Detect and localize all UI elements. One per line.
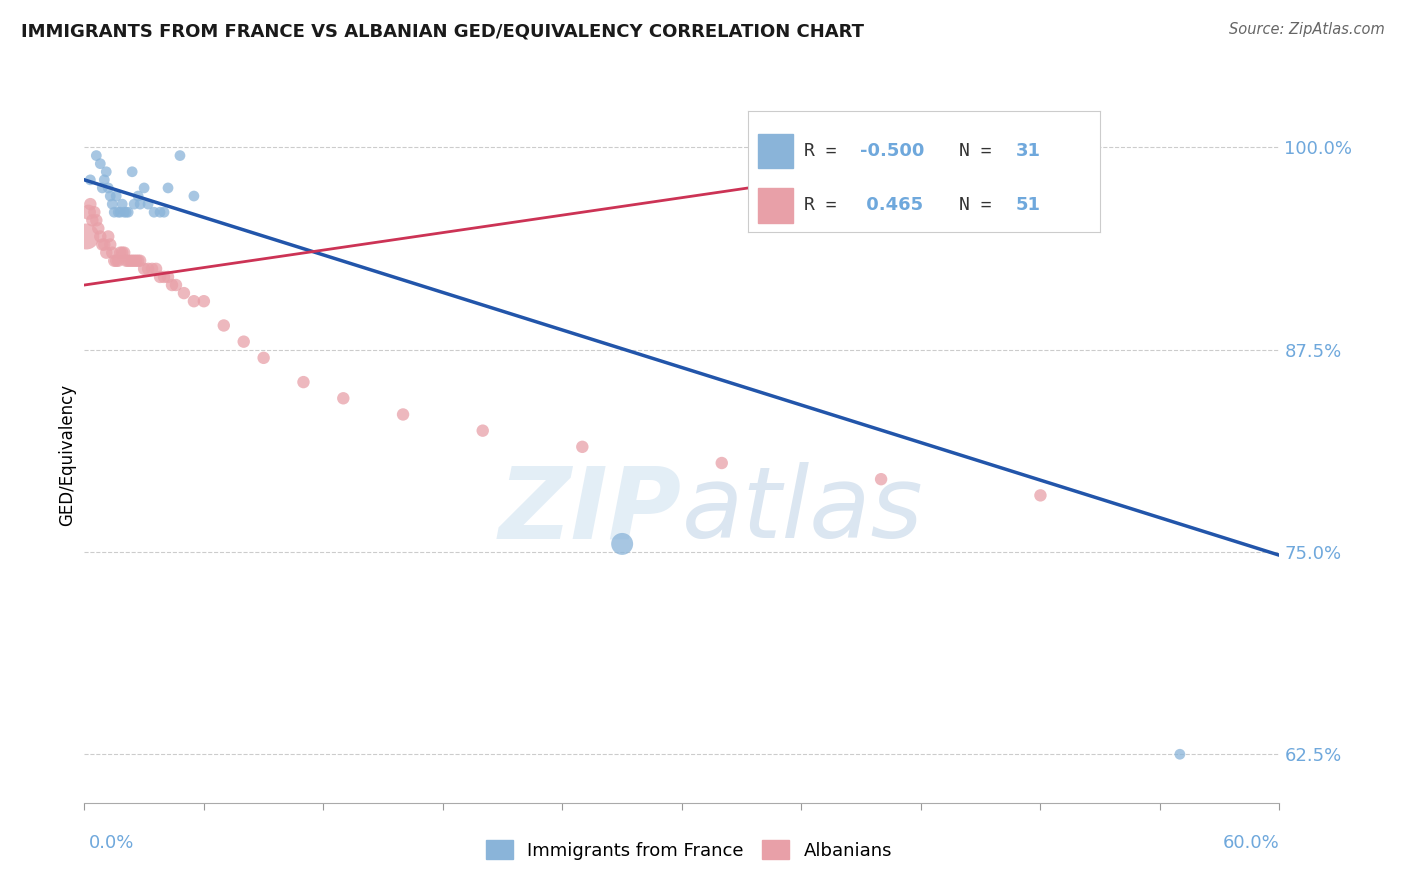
Point [87, 221, 110, 235]
Point [112, 205, 135, 219]
Point [571, 440, 593, 454]
Point [165, 278, 187, 293]
Point [91, 181, 114, 195]
Point [212, 318, 235, 333]
Point [145, 261, 167, 276]
Point [93, 237, 115, 252]
Point [83, 205, 105, 219]
Legend: Immigrants from France, Albanians: Immigrants from France, Albanians [478, 833, 900, 867]
Point [79, 173, 101, 187]
Y-axis label: GED/Equivalency: GED/Equivalency [58, 384, 76, 526]
Point [157, 269, 180, 284]
Point [111, 245, 134, 260]
Point [132, 261, 156, 276]
Point [1029, 488, 1052, 502]
Point [79, 197, 101, 211]
Point [121, 165, 143, 179]
Point [122, 197, 145, 211]
Point [98, 237, 121, 252]
Point [149, 205, 172, 219]
Point [125, 253, 148, 268]
Point [110, 205, 132, 219]
Point [103, 205, 125, 219]
Point [86, 213, 108, 227]
Point [129, 253, 152, 268]
Point [77, 205, 100, 219]
Point [136, 261, 159, 276]
Point [157, 181, 180, 195]
Point [89, 156, 111, 170]
Text: 0.0%: 0.0% [89, 834, 134, 852]
Point [97, 229, 120, 244]
Point [93, 173, 115, 187]
Point [173, 286, 195, 301]
Point [111, 197, 134, 211]
Point [75, 229, 97, 244]
Point [117, 253, 139, 268]
Point [101, 197, 124, 211]
Point [292, 375, 315, 389]
Point [127, 253, 149, 268]
Point [193, 294, 215, 309]
Point [129, 197, 152, 211]
Point [115, 253, 138, 268]
Point [105, 253, 128, 268]
Point [112, 245, 135, 260]
Point [183, 294, 205, 309]
Point [143, 205, 166, 219]
Point [122, 253, 145, 268]
Point [870, 472, 893, 486]
Point [120, 253, 142, 268]
Point [136, 197, 159, 211]
Point [105, 189, 128, 203]
Text: Source: ZipAtlas.com: Source: ZipAtlas.com [1229, 22, 1385, 37]
Text: ZIP: ZIP [499, 462, 682, 559]
Point [132, 181, 156, 195]
Point [183, 189, 205, 203]
Point [86, 148, 108, 162]
Point [82, 213, 104, 227]
Point [89, 229, 111, 244]
Point [612, 537, 634, 551]
Point [121, 253, 143, 268]
Point [96, 245, 118, 260]
Point [110, 245, 132, 260]
Point [153, 205, 176, 219]
Point [107, 253, 129, 268]
Point [160, 278, 183, 293]
Point [98, 189, 121, 203]
Point [1168, 747, 1191, 762]
Point [153, 269, 176, 284]
Point [169, 148, 191, 162]
Point [101, 245, 124, 260]
Point [107, 205, 129, 219]
Text: 60.0%: 60.0% [1223, 834, 1279, 852]
Point [392, 408, 415, 422]
Point [115, 205, 138, 219]
Point [149, 269, 172, 284]
Text: atlas: atlas [682, 462, 924, 559]
Point [117, 205, 139, 219]
Point [96, 165, 118, 179]
Point [253, 351, 276, 365]
Point [471, 424, 494, 438]
Point [97, 181, 120, 195]
Point [332, 392, 354, 406]
Point [127, 189, 149, 203]
Point [710, 456, 733, 470]
Point [103, 253, 125, 268]
Point [91, 237, 114, 252]
Point [232, 334, 254, 349]
Point [141, 261, 163, 276]
Text: IMMIGRANTS FROM FRANCE VS ALBANIAN GED/EQUIVALENCY CORRELATION CHART: IMMIGRANTS FROM FRANCE VS ALBANIAN GED/E… [21, 22, 865, 40]
